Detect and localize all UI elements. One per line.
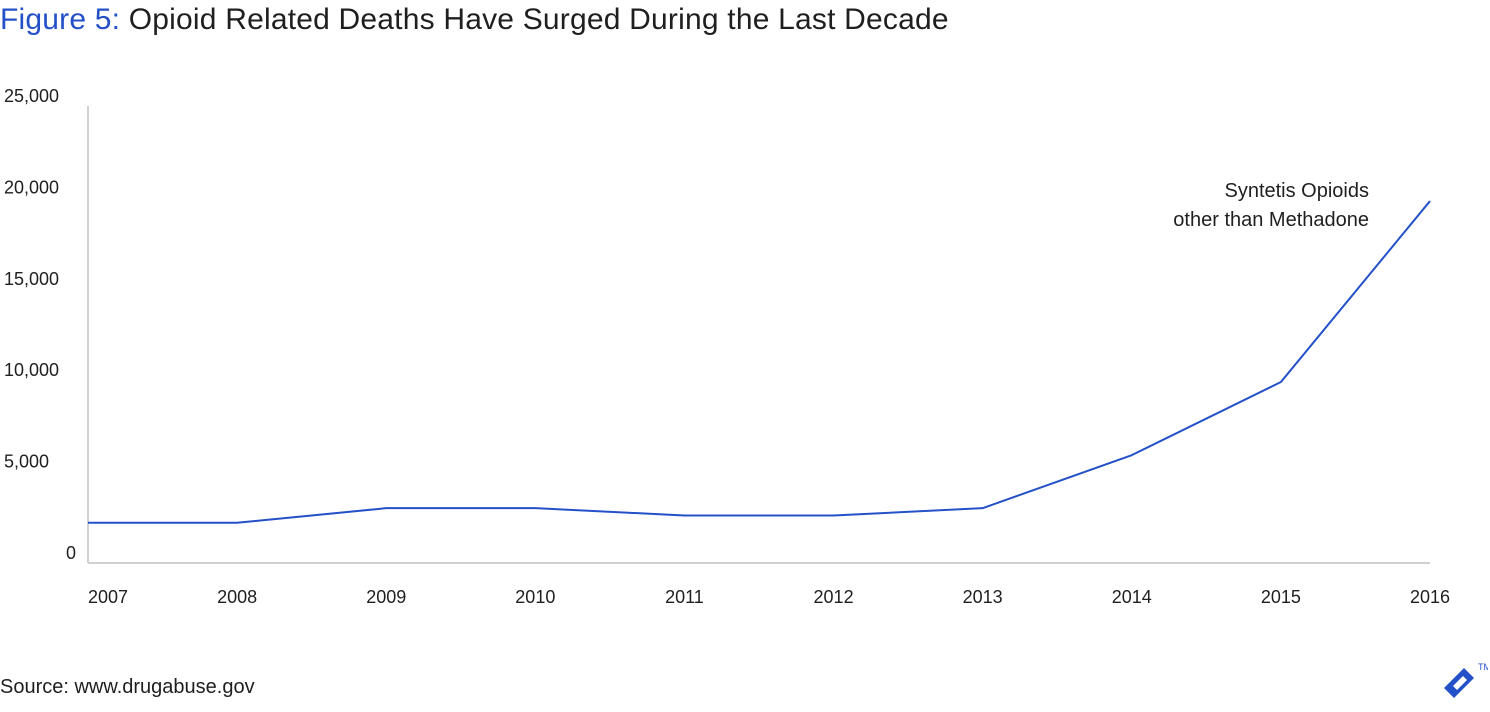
annotation: Syntetis Opioids other than Methadone	[1173, 180, 1369, 231]
chart-title: Figure 5: Opioid Related Deaths Have Sur…	[0, 2, 949, 38]
annotation-line: Syntetis Opioids	[1224, 180, 1369, 202]
y-tick-labels: 0 5,000 10,000 15,000 20,000 25,000	[4, 86, 76, 563]
x-tick-label: 2012	[814, 587, 854, 607]
x-tick-label: 2013	[963, 587, 1003, 607]
x-tick-label: 2008	[217, 587, 257, 607]
x-tick-labels: 2007 2008 2009 2010 2011 2012 2013 2014 2015 2016	[88, 587, 1450, 607]
y-tick-label: 15,000	[4, 269, 59, 289]
title-text: Opioid Related Deaths Have Surged During…	[128, 3, 949, 36]
x-tick-label: 2016	[1410, 587, 1450, 607]
x-tick-label: 2011	[665, 587, 704, 607]
series-lines	[87, 200, 1431, 524]
y-tick-label: 25,000	[4, 86, 59, 106]
y-tick-label: 0	[66, 543, 76, 563]
annotation-line: other than Methadone	[1173, 209, 1369, 231]
toptal-logo-icon: TM	[1444, 662, 1488, 698]
x-tick-label: 2014	[1112, 587, 1152, 607]
y-tick-label: 5,000	[4, 452, 49, 472]
x-tick-label: 2015	[1261, 587, 1301, 607]
logo-tm: TM	[1478, 662, 1488, 672]
series-line	[88, 200, 1431, 524]
x-tick-label: 2010	[515, 587, 555, 607]
x-tick-label: 2009	[366, 587, 406, 607]
x-tick-label: 2007	[88, 587, 128, 607]
source-label: Source: www.drugabuse.gov	[0, 676, 255, 698]
figure-number: Figure 5:	[0, 3, 121, 36]
y-tick-label: 10,000	[4, 360, 59, 380]
y-tick-label: 20,000	[4, 177, 59, 197]
